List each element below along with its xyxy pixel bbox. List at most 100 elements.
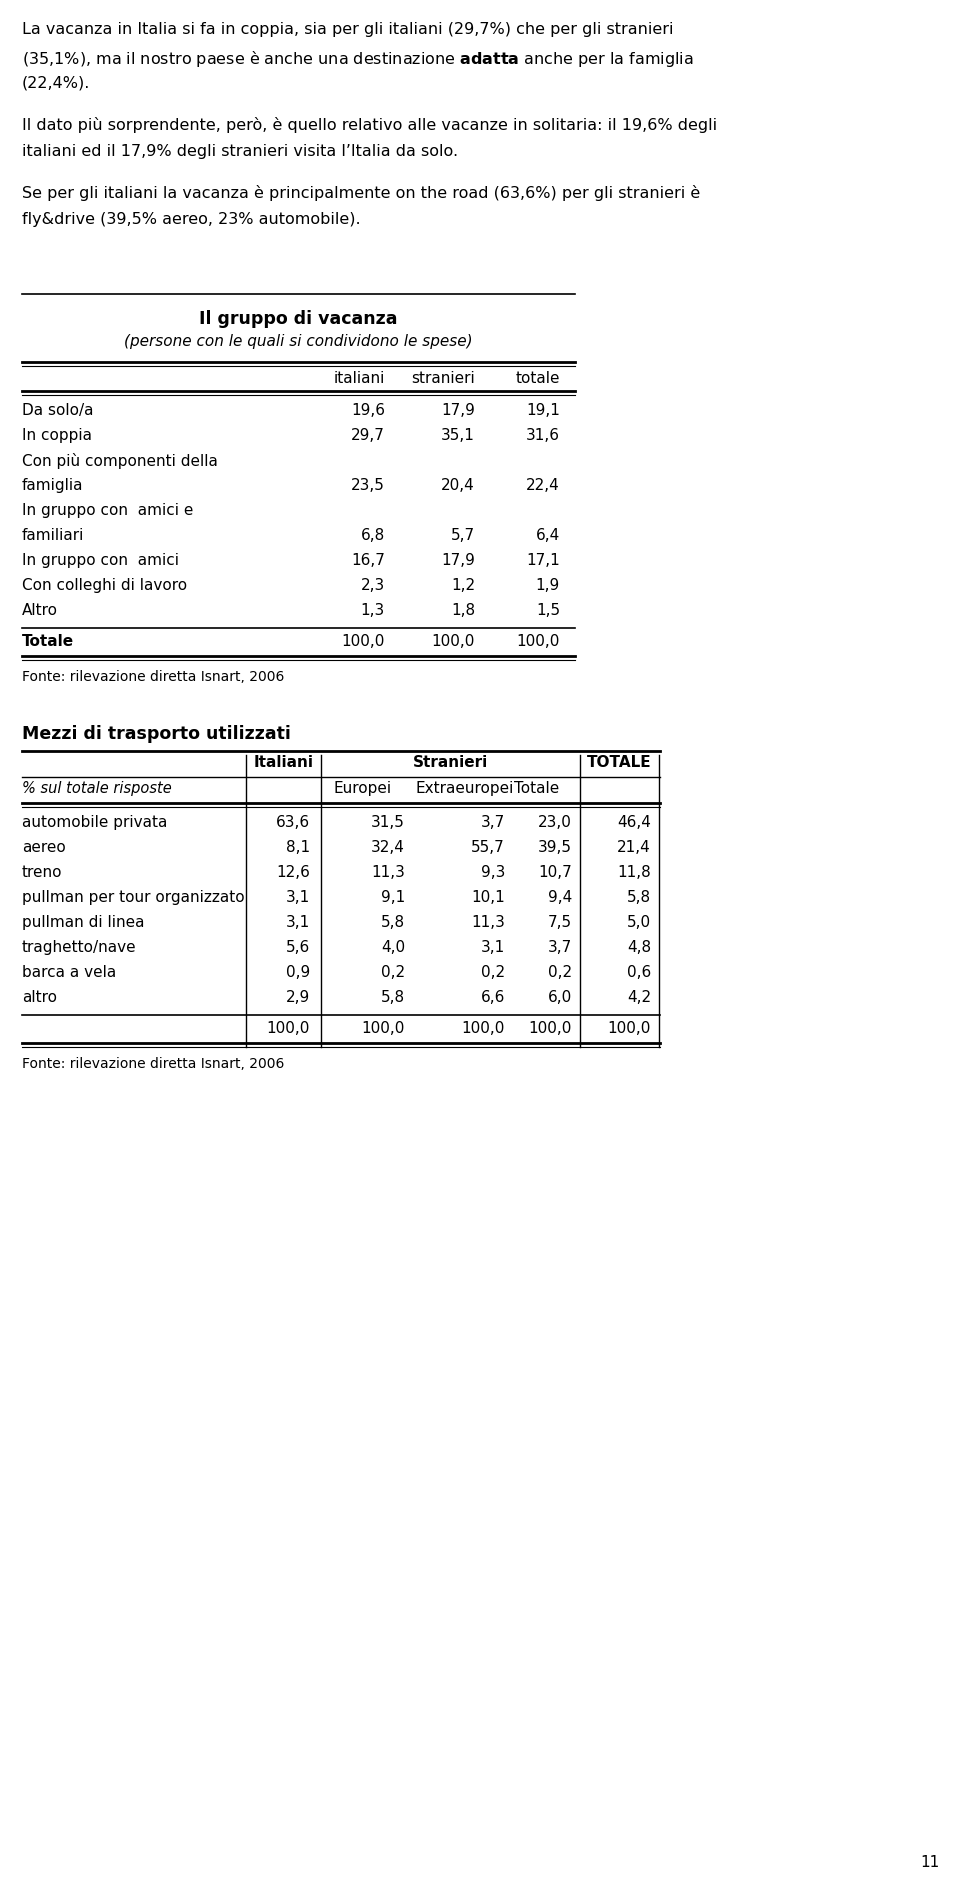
Text: 17,9: 17,9 bbox=[442, 553, 475, 568]
Text: 1,3: 1,3 bbox=[361, 602, 385, 617]
Text: 100,0: 100,0 bbox=[516, 634, 560, 649]
Text: 31,5: 31,5 bbox=[372, 816, 405, 831]
Text: 20,4: 20,4 bbox=[442, 478, 475, 493]
Text: 12,6: 12,6 bbox=[276, 865, 310, 880]
Text: famiglia: famiglia bbox=[22, 478, 84, 493]
Text: italiani ed il 17,9% degli stranieri visita l’Italia da solo.: italiani ed il 17,9% degli stranieri vis… bbox=[22, 143, 458, 159]
Text: 4,8: 4,8 bbox=[627, 940, 651, 955]
Text: 100,0: 100,0 bbox=[267, 1021, 310, 1037]
Text: 7,5: 7,5 bbox=[548, 916, 572, 931]
Text: Con colleghi di lavoro: Con colleghi di lavoro bbox=[22, 578, 187, 593]
Text: Totale: Totale bbox=[22, 634, 74, 649]
Text: La vacanza in Italia si fa in coppia, sia per gli italiani (29,7%) che per gli s: La vacanza in Italia si fa in coppia, si… bbox=[22, 23, 674, 38]
Text: (22,4%).: (22,4%). bbox=[22, 76, 90, 91]
Text: 0,9: 0,9 bbox=[286, 965, 310, 980]
Text: 10,7: 10,7 bbox=[539, 865, 572, 880]
Text: stranieri: stranieri bbox=[411, 372, 475, 385]
Text: altro: altro bbox=[22, 989, 57, 1004]
Text: Extraeuropei: Extraeuropei bbox=[416, 782, 515, 797]
Text: 21,4: 21,4 bbox=[617, 840, 651, 855]
Text: 100,0: 100,0 bbox=[342, 634, 385, 649]
Text: 5,8: 5,8 bbox=[381, 916, 405, 931]
Text: 22,4: 22,4 bbox=[526, 478, 560, 493]
Text: 16,7: 16,7 bbox=[351, 553, 385, 568]
Text: 3,1: 3,1 bbox=[286, 916, 310, 931]
Text: 100,0: 100,0 bbox=[529, 1021, 572, 1037]
Text: 1,5: 1,5 bbox=[536, 602, 560, 617]
Text: TOTALE: TOTALE bbox=[588, 755, 652, 770]
Text: 11,8: 11,8 bbox=[617, 865, 651, 880]
Text: 0,2: 0,2 bbox=[548, 965, 572, 980]
Text: 35,1: 35,1 bbox=[442, 429, 475, 444]
Text: Fonte: rilevazione diretta Isnart, 2006: Fonte: rilevazione diretta Isnart, 2006 bbox=[22, 670, 284, 683]
Text: 2,9: 2,9 bbox=[286, 989, 310, 1004]
Text: Mezzi di trasporto utilizzati: Mezzi di trasporto utilizzati bbox=[22, 725, 291, 744]
Text: 100,0: 100,0 bbox=[608, 1021, 651, 1037]
Text: pullman per tour organizzato: pullman per tour organizzato bbox=[22, 889, 245, 904]
Text: 8,1: 8,1 bbox=[286, 840, 310, 855]
Text: 6,8: 6,8 bbox=[361, 529, 385, 544]
Text: % sul totale risposte: % sul totale risposte bbox=[22, 782, 172, 797]
Text: 1,8: 1,8 bbox=[451, 602, 475, 617]
Text: Europei: Europei bbox=[334, 782, 392, 797]
Text: (35,1%), ma il nostro paese è anche una destinazione $\bf{adatta}$ anche per la : (35,1%), ma il nostro paese è anche una … bbox=[22, 49, 693, 70]
Text: 0,2: 0,2 bbox=[481, 965, 505, 980]
Text: 9,3: 9,3 bbox=[481, 865, 505, 880]
Text: pullman di linea: pullman di linea bbox=[22, 916, 145, 931]
Text: Il dato più sorprendente, però, è quello relativo alle vacanze in solitaria: il : Il dato più sorprendente, però, è quello… bbox=[22, 117, 717, 132]
Text: 6,0: 6,0 bbox=[548, 989, 572, 1004]
Text: 5,6: 5,6 bbox=[286, 940, 310, 955]
Text: 3,7: 3,7 bbox=[548, 940, 572, 955]
Text: treno: treno bbox=[22, 865, 62, 880]
Text: 17,1: 17,1 bbox=[526, 553, 560, 568]
Text: Il gruppo di vacanza: Il gruppo di vacanza bbox=[200, 310, 397, 329]
Text: 6,6: 6,6 bbox=[481, 989, 505, 1004]
Text: Stranieri: Stranieri bbox=[413, 755, 488, 770]
Text: italiani: italiani bbox=[334, 372, 385, 385]
Text: 2,3: 2,3 bbox=[361, 578, 385, 593]
Text: fly&drive (39,5% aereo, 23% automobile).: fly&drive (39,5% aereo, 23% automobile). bbox=[22, 211, 361, 227]
Text: In coppia: In coppia bbox=[22, 429, 92, 444]
Text: 100,0: 100,0 bbox=[432, 634, 475, 649]
Text: 6,4: 6,4 bbox=[536, 529, 560, 544]
Text: automobile privata: automobile privata bbox=[22, 816, 167, 831]
Text: 0,2: 0,2 bbox=[381, 965, 405, 980]
Text: 10,1: 10,1 bbox=[471, 889, 505, 904]
Text: 3,1: 3,1 bbox=[481, 940, 505, 955]
Text: aereo: aereo bbox=[22, 840, 65, 855]
Text: 5,8: 5,8 bbox=[627, 889, 651, 904]
Text: 5,0: 5,0 bbox=[627, 916, 651, 931]
Text: 17,9: 17,9 bbox=[442, 402, 475, 417]
Text: Italiani: Italiani bbox=[253, 755, 314, 770]
Text: Con più componenti della: Con più componenti della bbox=[22, 453, 218, 468]
Text: 31,6: 31,6 bbox=[526, 429, 560, 444]
Text: barca a vela: barca a vela bbox=[22, 965, 116, 980]
Text: 11,3: 11,3 bbox=[372, 865, 405, 880]
Text: familiari: familiari bbox=[22, 529, 84, 544]
Text: 39,5: 39,5 bbox=[538, 840, 572, 855]
Text: 5,7: 5,7 bbox=[451, 529, 475, 544]
Text: 9,4: 9,4 bbox=[548, 889, 572, 904]
Text: 19,1: 19,1 bbox=[526, 402, 560, 417]
Text: 100,0: 100,0 bbox=[362, 1021, 405, 1037]
Text: 23,0: 23,0 bbox=[539, 816, 572, 831]
Text: 1,9: 1,9 bbox=[536, 578, 560, 593]
Text: 32,4: 32,4 bbox=[372, 840, 405, 855]
Text: 11,3: 11,3 bbox=[471, 916, 505, 931]
Text: Se per gli italiani la vacanza è principalmente on the road (63,6%) per gli stra: Se per gli italiani la vacanza è princip… bbox=[22, 185, 700, 200]
Text: Fonte: rilevazione diretta Isnart, 2006: Fonte: rilevazione diretta Isnart, 2006 bbox=[22, 1057, 284, 1070]
Text: 5,8: 5,8 bbox=[381, 989, 405, 1004]
Text: 63,6: 63,6 bbox=[276, 816, 310, 831]
Text: 23,5: 23,5 bbox=[351, 478, 385, 493]
Text: traghetto/nave: traghetto/nave bbox=[22, 940, 136, 955]
Text: 3,7: 3,7 bbox=[481, 816, 505, 831]
Text: totale: totale bbox=[516, 372, 560, 385]
Text: Totale: Totale bbox=[515, 782, 560, 797]
Text: 55,7: 55,7 bbox=[471, 840, 505, 855]
Text: 4,2: 4,2 bbox=[627, 989, 651, 1004]
Text: 1,2: 1,2 bbox=[451, 578, 475, 593]
Text: Altro: Altro bbox=[22, 602, 58, 617]
Text: (persone con le quali si condividono le spese): (persone con le quali si condividono le … bbox=[124, 334, 473, 349]
Text: In gruppo con  amici: In gruppo con amici bbox=[22, 553, 179, 568]
Text: 100,0: 100,0 bbox=[462, 1021, 505, 1037]
